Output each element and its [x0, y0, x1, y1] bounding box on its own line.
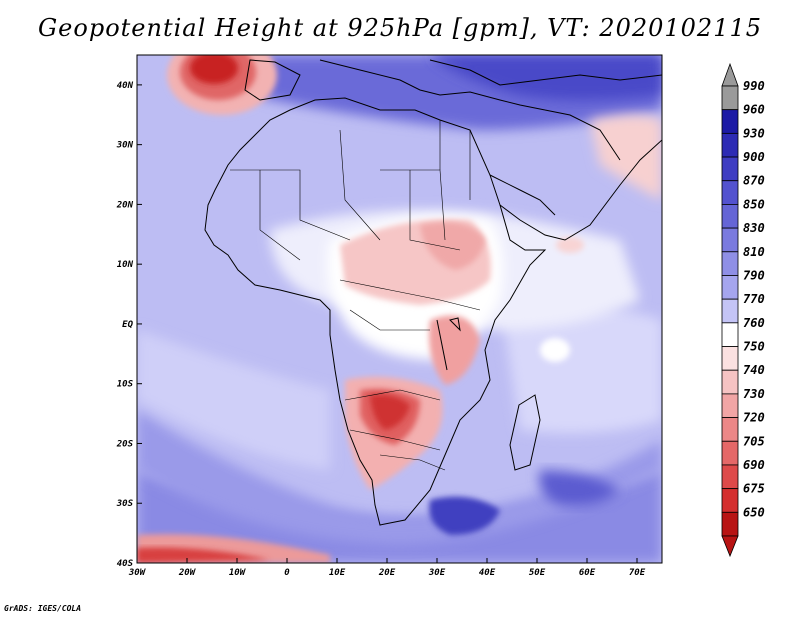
x-tick-label: 30E — [428, 568, 446, 578]
colorbar-label: 675 — [743, 482, 765, 496]
colorbar-swatch — [721, 132, 739, 158]
x-tick-label: 30W — [128, 568, 147, 578]
colorbar-swatch — [721, 275, 739, 300]
colorbar-label: 810 — [743, 245, 765, 259]
y-tick-label: 30S — [116, 499, 134, 509]
x-tick-label: 50E — [529, 568, 546, 578]
colorbar-swatch — [721, 369, 739, 395]
colorbar-label: 990 — [743, 79, 765, 93]
x-tick-label: 60E — [579, 568, 596, 578]
colorbar-label: 650 — [743, 505, 765, 519]
colorbar-label: 850 — [743, 197, 765, 211]
colorbar: 990 960 930 900 870 850 830 810 790 770 760 750 740 7… — [721, 62, 765, 558]
x-axis: 30W 20W 10W 0 10E 20E 30E 40E 50E 60E 70E — [128, 558, 646, 578]
credit-label: GrADS: IGES/COLA — [4, 604, 82, 613]
colorbar-swatch — [721, 298, 739, 324]
coastlines — [204, 59, 662, 526]
y-tick-label: 30N — [116, 141, 134, 151]
colorbar-swatch — [721, 346, 739, 371]
colorbar-swatch — [721, 464, 739, 490]
colorbar-label: 790 — [743, 268, 765, 282]
colorbar-swatch — [721, 180, 739, 205]
y-tick-label: 40S — [117, 559, 134, 569]
x-tick-label: 20W — [178, 568, 197, 578]
x-tick-label: 40E — [479, 568, 496, 578]
y-tick-label: 10N — [117, 260, 134, 270]
colorbar-swatch — [721, 417, 739, 442]
x-tick-label: 0 — [284, 568, 290, 578]
borders — [230, 120, 481, 471]
colorbar-label: 730 — [743, 387, 765, 401]
colorbar-label: 830 — [743, 221, 765, 235]
colorbar-label: 760 — [743, 316, 765, 330]
x-tick-label: 10W — [229, 568, 247, 578]
colorbar-swatch — [721, 156, 739, 182]
colorbar-swatch — [721, 511, 739, 537]
colorbar-top-arrow — [721, 62, 739, 87]
chart-title: Geopotential Height at 925hPa [gpm], VT:… — [38, 14, 762, 42]
y-tick-label: 10S — [117, 380, 134, 390]
colorbar-swatch — [721, 85, 739, 111]
colorbar-bottom-arrow — [721, 535, 739, 558]
colorbar-swatch — [721, 109, 739, 134]
y-tick-label: 20N — [116, 200, 134, 210]
colorbar-swatch — [721, 204, 739, 229]
y-tick-label: 40N — [117, 81, 134, 91]
y-tick-label: EQ — [122, 320, 133, 330]
colorbar-label: 960 — [743, 103, 765, 117]
y-tick-label: 20S — [116, 439, 134, 449]
colorbar-label: 770 — [743, 292, 765, 306]
colorbar-label: 750 — [743, 340, 765, 354]
colorbar-swatch — [721, 393, 739, 418]
colorbar-label: 705 — [743, 434, 765, 448]
colorbar-label: 870 — [743, 174, 765, 188]
x-tick-label: 10E — [329, 568, 346, 578]
colorbar-swatch — [721, 251, 739, 276]
colorbar-label: 690 — [743, 458, 765, 472]
height-field — [137, 55, 662, 563]
plot-frame — [136, 54, 663, 564]
x-tick-label: 20E — [378, 568, 396, 578]
colorbar-swatch — [721, 227, 739, 253]
colorbar-label: 900 — [743, 150, 765, 164]
colorbar-label: 740 — [743, 363, 765, 377]
colorbar-swatch — [721, 488, 739, 513]
colorbar-label: 720 — [743, 411, 765, 425]
colorbar-swatch — [721, 322, 739, 347]
x-tick-label: 70E — [629, 568, 646, 578]
y-axis: 40N 30N 20N 10N EQ 10S 20S 30S 40S — [116, 81, 142, 569]
colorbar-label: 930 — [743, 126, 765, 140]
colorbar-swatch — [721, 440, 739, 466]
